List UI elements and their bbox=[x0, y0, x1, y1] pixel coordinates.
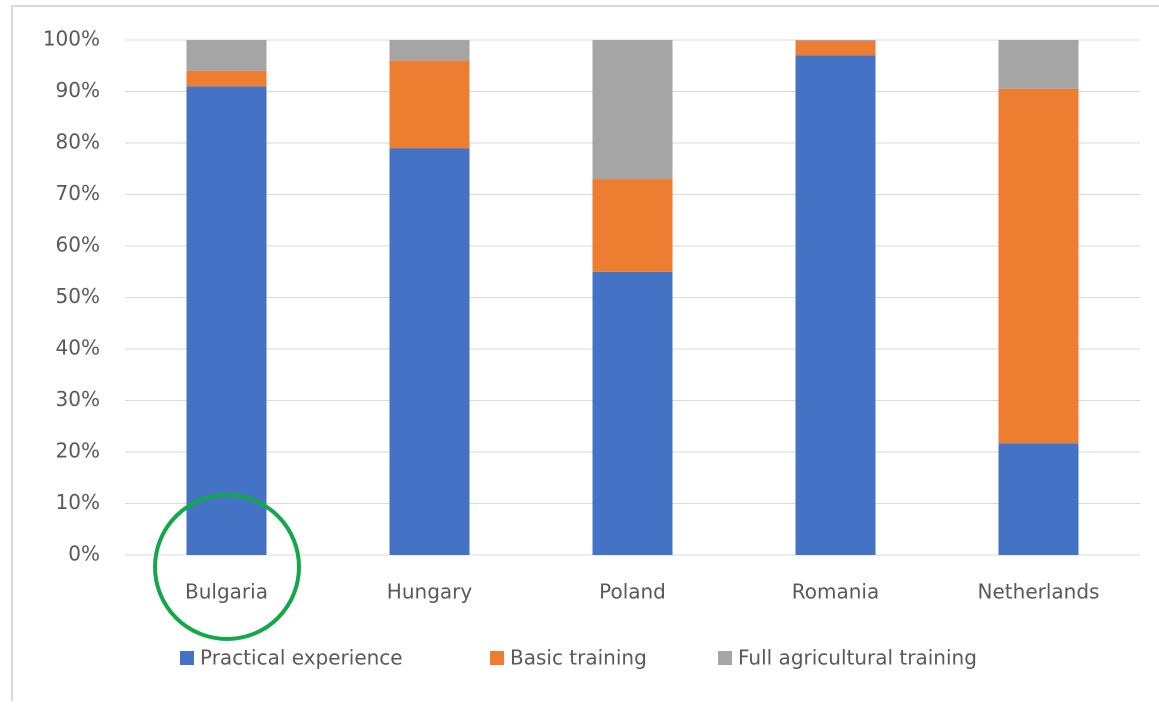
y-tick-label: 20% bbox=[56, 439, 100, 463]
y-tick-label: 10% bbox=[56, 490, 100, 514]
bar-segment bbox=[389, 148, 470, 555]
y-tick-label: 30% bbox=[56, 387, 100, 411]
legend-swatch bbox=[490, 651, 504, 665]
bar-segment bbox=[186, 86, 267, 555]
x-tick-label: Romania bbox=[792, 580, 879, 604]
bar-segment bbox=[592, 179, 673, 272]
y-tick-label: 70% bbox=[56, 181, 100, 205]
x-tick-label: Bulgaria bbox=[185, 580, 268, 604]
bar-segment bbox=[795, 55, 876, 555]
y-tick-label: 80% bbox=[56, 130, 100, 154]
bar-segment bbox=[795, 40, 876, 42]
chart-border bbox=[11, 5, 1159, 701]
highlight-circle bbox=[153, 493, 301, 641]
x-tick-label: Poland bbox=[599, 580, 666, 604]
bar-segment bbox=[998, 40, 1079, 89]
bar-segment bbox=[389, 40, 470, 61]
bar-segment bbox=[998, 88, 1079, 444]
y-tick-label: 90% bbox=[56, 78, 100, 102]
legend-label: Practical experience bbox=[200, 646, 403, 670]
bar-segment bbox=[186, 70, 267, 87]
bar-segment bbox=[998, 443, 1079, 555]
bar-segment bbox=[795, 41, 876, 56]
plot-area: 0% 10% 20% 30% 40% 50% 60% 70% 80% 90% 100% Bulgari… bbox=[43, 27, 1140, 670]
x-tick-label: Hungary bbox=[387, 580, 473, 604]
legend-label: Full agricultural training bbox=[738, 646, 977, 670]
bar-segment bbox=[592, 40, 673, 180]
legend-swatch bbox=[718, 651, 732, 665]
legend-swatch bbox=[180, 651, 194, 665]
bar-segment bbox=[186, 40, 267, 71]
y-tick-label: 100% bbox=[43, 27, 100, 51]
y-tick-label: 40% bbox=[56, 336, 100, 360]
bar-segment bbox=[389, 60, 470, 149]
bar-segment bbox=[592, 271, 673, 555]
y-tick-label: 0% bbox=[68, 542, 100, 566]
y-tick-label: 60% bbox=[56, 233, 100, 257]
y-tick-label: 50% bbox=[56, 284, 100, 308]
legend-label: Basic training bbox=[510, 646, 647, 670]
x-tick-label: Netherlands bbox=[978, 580, 1100, 604]
